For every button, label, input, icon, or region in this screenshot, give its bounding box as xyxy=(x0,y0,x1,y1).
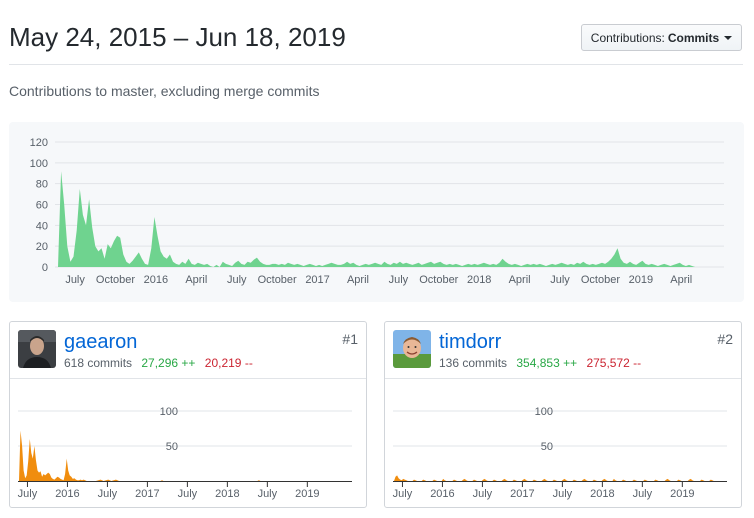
x-tick-label: July xyxy=(550,274,570,286)
contributor-stats: 136 commits 354,853 ++ 275,572 -- xyxy=(439,356,641,370)
main-chart-panel: 0 20 40 60 80 100 120 July October 2016 April July O… xyxy=(9,122,744,302)
header-divider xyxy=(9,64,743,65)
x-tick-label: 2018 xyxy=(215,488,239,500)
deletions-count: 275,572 -- xyxy=(586,356,642,370)
x-tick-label: 2016 xyxy=(144,274,168,286)
series-area xyxy=(394,475,720,481)
x-tick-label: April xyxy=(670,274,692,286)
x-tick-label: 2016 xyxy=(55,488,79,500)
page-title: May 24, 2015 – Jun 18, 2019 xyxy=(9,22,346,52)
x-tick-label: July xyxy=(389,274,409,286)
contributions-value: Commits xyxy=(667,30,720,45)
y-tick-label: 100 xyxy=(30,158,48,170)
y-tick-label: 0 xyxy=(42,262,48,274)
x-tick-label: July xyxy=(553,488,573,500)
x-tick-label: July xyxy=(65,274,85,286)
caret-down-icon xyxy=(724,35,733,40)
x-tick-label: 2017 xyxy=(305,274,329,286)
x-tick-label: October xyxy=(419,274,458,286)
series-area xyxy=(19,430,345,481)
x-tick-label: July xyxy=(18,488,38,500)
x-tick-label: October xyxy=(96,274,135,286)
x-tick-label: July xyxy=(258,488,278,500)
y-tick-label: 80 xyxy=(36,179,48,191)
page-subtitle: Contributions to master, excluding merge… xyxy=(9,83,320,99)
y-tick-label: 50 xyxy=(541,441,553,453)
contributor-card-header: gaearon 618 commits 27,296 ++ 20,219 -- … xyxy=(10,322,366,379)
x-tick-label: July xyxy=(473,488,493,500)
contributor-rank: #2 xyxy=(717,331,733,347)
y-tick-label: 60 xyxy=(36,200,48,212)
x-tick-label: July xyxy=(178,488,198,500)
additions-count: 354,853 ++ xyxy=(516,356,578,370)
contributor-card-gaearon: gaearon 618 commits 27,296 ++ 20,219 -- … xyxy=(9,321,367,508)
x-tick-label: April xyxy=(347,274,369,286)
y-tick-label: 40 xyxy=(36,220,48,232)
x-tick-label: 2018 xyxy=(467,274,491,286)
contributions-select-button[interactable]: Contributions: Commits xyxy=(581,24,742,51)
y-tick-label: 100 xyxy=(535,406,553,418)
x-tick-label: October xyxy=(258,274,297,286)
contributor-stats: 618 commits 27,296 ++ 20,219 -- xyxy=(64,356,253,370)
x-tick-label: 2018 xyxy=(590,488,614,500)
main-contributions-chart: 0 20 40 60 80 100 120 July October 2016 April July O… xyxy=(30,137,724,286)
contributor-card-timdorr: timdorr 136 commits 354,853 ++ 275,572 -… xyxy=(384,321,742,508)
additions-count: 27,296 ++ xyxy=(141,356,196,370)
x-tick-label: July xyxy=(227,274,247,286)
x-tick-label: April xyxy=(509,274,531,286)
contributor-chart: 50 100 July 2016 July 2017 July 2018 July 2019 xyxy=(393,406,727,500)
avatar[interactable] xyxy=(18,330,56,368)
x-tick-label: 2019 xyxy=(629,274,653,286)
contributor-rank: #1 xyxy=(342,331,358,347)
x-tick-label: July xyxy=(98,488,118,500)
contributions-prefix: Contributions: xyxy=(590,30,665,45)
contributor-name-link[interactable]: timdorr xyxy=(439,331,502,353)
y-tick-label: 50 xyxy=(166,441,178,453)
x-tick-label: July xyxy=(393,488,413,500)
x-tick-label: October xyxy=(581,274,620,286)
y-tick-label: 120 xyxy=(30,137,48,149)
avatar[interactable] xyxy=(393,330,431,368)
x-tick-label: 2017 xyxy=(135,488,159,500)
x-tick-label: July xyxy=(633,488,653,500)
contributor-card-header: timdorr 136 commits 354,853 ++ 275,572 -… xyxy=(385,322,741,379)
y-tick-label: 20 xyxy=(36,241,48,253)
commit-count: 618 commits xyxy=(64,356,133,370)
series-area xyxy=(58,171,696,267)
x-tick-label: 2019 xyxy=(295,488,319,500)
x-tick-label: April xyxy=(185,274,207,286)
commit-count: 136 commits xyxy=(439,356,508,370)
x-tick-label: 2019 xyxy=(670,488,694,500)
contributor-name-link[interactable]: gaearon xyxy=(64,331,138,353)
x-tick-label: 2017 xyxy=(510,488,534,500)
contributor-chart: 50 100 July 2016 July 2017 July 2018 July 2019 xyxy=(18,406,352,500)
deletions-count: 20,219 -- xyxy=(204,356,253,370)
x-tick-label: 2016 xyxy=(430,488,454,500)
y-tick-label: 100 xyxy=(160,406,178,418)
